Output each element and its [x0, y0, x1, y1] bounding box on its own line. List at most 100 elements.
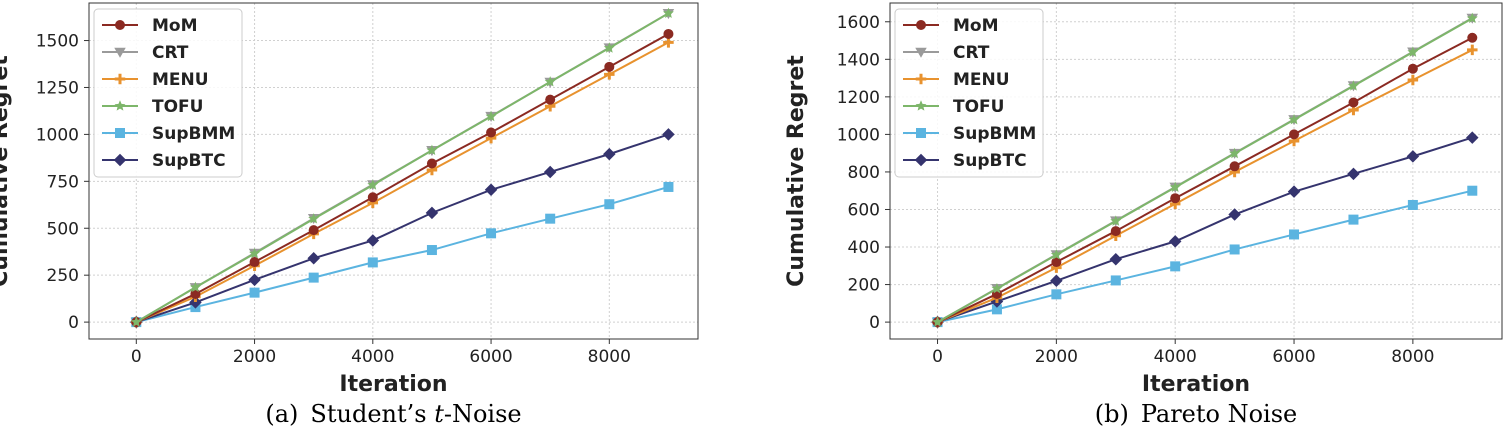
legend-item-mom: MoM [102, 16, 198, 36]
data-point-tofu [662, 7, 674, 18]
y-tick-label: 500 [47, 219, 79, 239]
series-line-mom [135, 33, 669, 324]
data-point-supbmm [486, 228, 497, 239]
legend: MoM CRT MENU TOFU SupBMM SupBTC [894, 8, 1044, 178]
plot-frame [88, 2, 699, 340]
x-tick-label: 0 [932, 347, 943, 367]
data-point-tofu [1169, 181, 1181, 192]
x-tick-label: 6000 [469, 347, 512, 367]
data-point-mom [1170, 193, 1181, 204]
x-tick-label: 6000 [1272, 347, 1315, 367]
legend-item-crt: CRT [102, 43, 189, 63]
legend-label: MENU [152, 70, 209, 90]
data-point-supbmm [1051, 289, 1062, 300]
y-tick-label: 1400 [837, 50, 880, 70]
data-point-supbtc [1466, 131, 1479, 144]
data-point-supbmm [1348, 214, 1359, 225]
legend-marker-supbmm [916, 128, 926, 138]
data-point-supbmm [367, 257, 378, 268]
data-point-tofu [991, 282, 1003, 294]
data-point-mom [604, 61, 615, 72]
y-tick-label: 1200 [837, 88, 880, 108]
series-line-tofu [937, 17, 1473, 323]
plot-frame [889, 2, 1503, 340]
legend-label: MoM [152, 16, 198, 36]
y-tick-label: 200 [848, 276, 880, 296]
legend: MoM CRT MENU TOFU SupBMM SupBTC [93, 8, 243, 178]
series-line-mom [937, 36, 1473, 324]
data-point-supbmm [1170, 261, 1181, 272]
y-tick-label: 1000 [36, 125, 79, 145]
legend-marker-supbtc [113, 153, 127, 167]
data-point-menu [1407, 74, 1419, 86]
legend-item-menu: MENU [102, 70, 209, 90]
series-line-menu [135, 41, 669, 324]
legend-label: SupBTC [953, 151, 1027, 171]
y-tick-label: 250 [47, 266, 79, 286]
data-point-mom [308, 225, 319, 236]
legend-marker-crt [114, 47, 126, 58]
data-point-supbtc [1406, 150, 1420, 163]
series-line-supbtc [135, 133, 669, 324]
x-axis-label: Iteration [339, 372, 447, 397]
series-line-supbmm [937, 189, 1473, 324]
data-point-supbtc [366, 234, 380, 247]
data-point-mom [1407, 63, 1418, 74]
data-point-mom [1051, 257, 1062, 268]
y-tick-label: 0 [68, 313, 79, 333]
data-point-mom [1110, 226, 1121, 237]
series-supbmm [131, 181, 674, 328]
data-point-mom [486, 127, 497, 138]
data-point-supbmm [604, 199, 615, 210]
series-line-supbmm [136, 186, 669, 324]
figure-caption: (a) Student’s t-Noise [265, 400, 521, 428]
data-point-supbtc [307, 252, 320, 265]
data-point-mom [426, 158, 437, 169]
data-point-supbtc [484, 183, 498, 197]
legend-label: SupBMM [953, 124, 1036, 144]
data-point-supbmm [426, 245, 437, 256]
series-line-supbtc [937, 136, 1473, 324]
chart-panel-a: 0 2000 4000 6000 8000 0 250 500 750 1000 1250 1500 I… [0, 0, 752, 430]
legend-item-menu: MENU [903, 70, 1010, 90]
data-point-supbtc [425, 206, 439, 220]
y-tick-label: 0 [869, 313, 880, 333]
data-point-tofu [1110, 215, 1122, 226]
legend-label: TOFU [953, 97, 1004, 117]
data-point-tofu [249, 247, 261, 259]
y-tick-label: 800 [848, 163, 880, 183]
data-point-mom [1348, 97, 1359, 108]
data-point-supbmm [1229, 244, 1240, 255]
data-point-supbtc [189, 296, 202, 309]
y-tick-label: 400 [848, 238, 880, 258]
legend-label: SupBMM [152, 124, 235, 144]
data-point-tofu [367, 179, 379, 190]
x-tick-label: 8000 [588, 347, 631, 367]
legend-marker-tofu [114, 100, 126, 111]
series-supbmm [932, 185, 1478, 328]
series-tofu [130, 7, 674, 327]
x-tick-label: 8000 [1391, 347, 1434, 367]
legend-marker-supbtc [914, 153, 928, 167]
chart-panel-b: 0 2000 4000 6000 8000 0 200 400 600 800 1000 1200 14… [752, 0, 1505, 430]
x-tick-label: 0 [131, 347, 142, 367]
y-axis-label: Cumulative Regret [784, 55, 809, 287]
legend-item-tofu: TOFU [102, 97, 203, 117]
legend-item-supbtc: SupBTC [102, 151, 226, 171]
data-point-supbmm [663, 181, 674, 192]
legend-marker-menu [915, 73, 927, 85]
x-tick-label: 2000 [1035, 347, 1078, 367]
data-point-tofu [308, 213, 320, 224]
data-point-supbtc [1228, 208, 1241, 221]
y-tick-label: 1600 [837, 13, 880, 33]
data-point-tofu [1347, 80, 1359, 91]
x-axis-label: Iteration [1142, 372, 1250, 397]
x-tick-label: 4000 [351, 347, 394, 367]
legend-marker-mom [916, 20, 926, 30]
series-tofu [932, 12, 1478, 327]
data-point-mom [1467, 32, 1478, 43]
chart-a: 0 2000 4000 6000 8000 0 250 500 750 1000 1250 1500 I… [0, 2, 699, 428]
data-point-supbmm [1407, 199, 1418, 210]
data-point-tofu [1229, 147, 1241, 159]
data-point-supbmm [1289, 229, 1300, 240]
